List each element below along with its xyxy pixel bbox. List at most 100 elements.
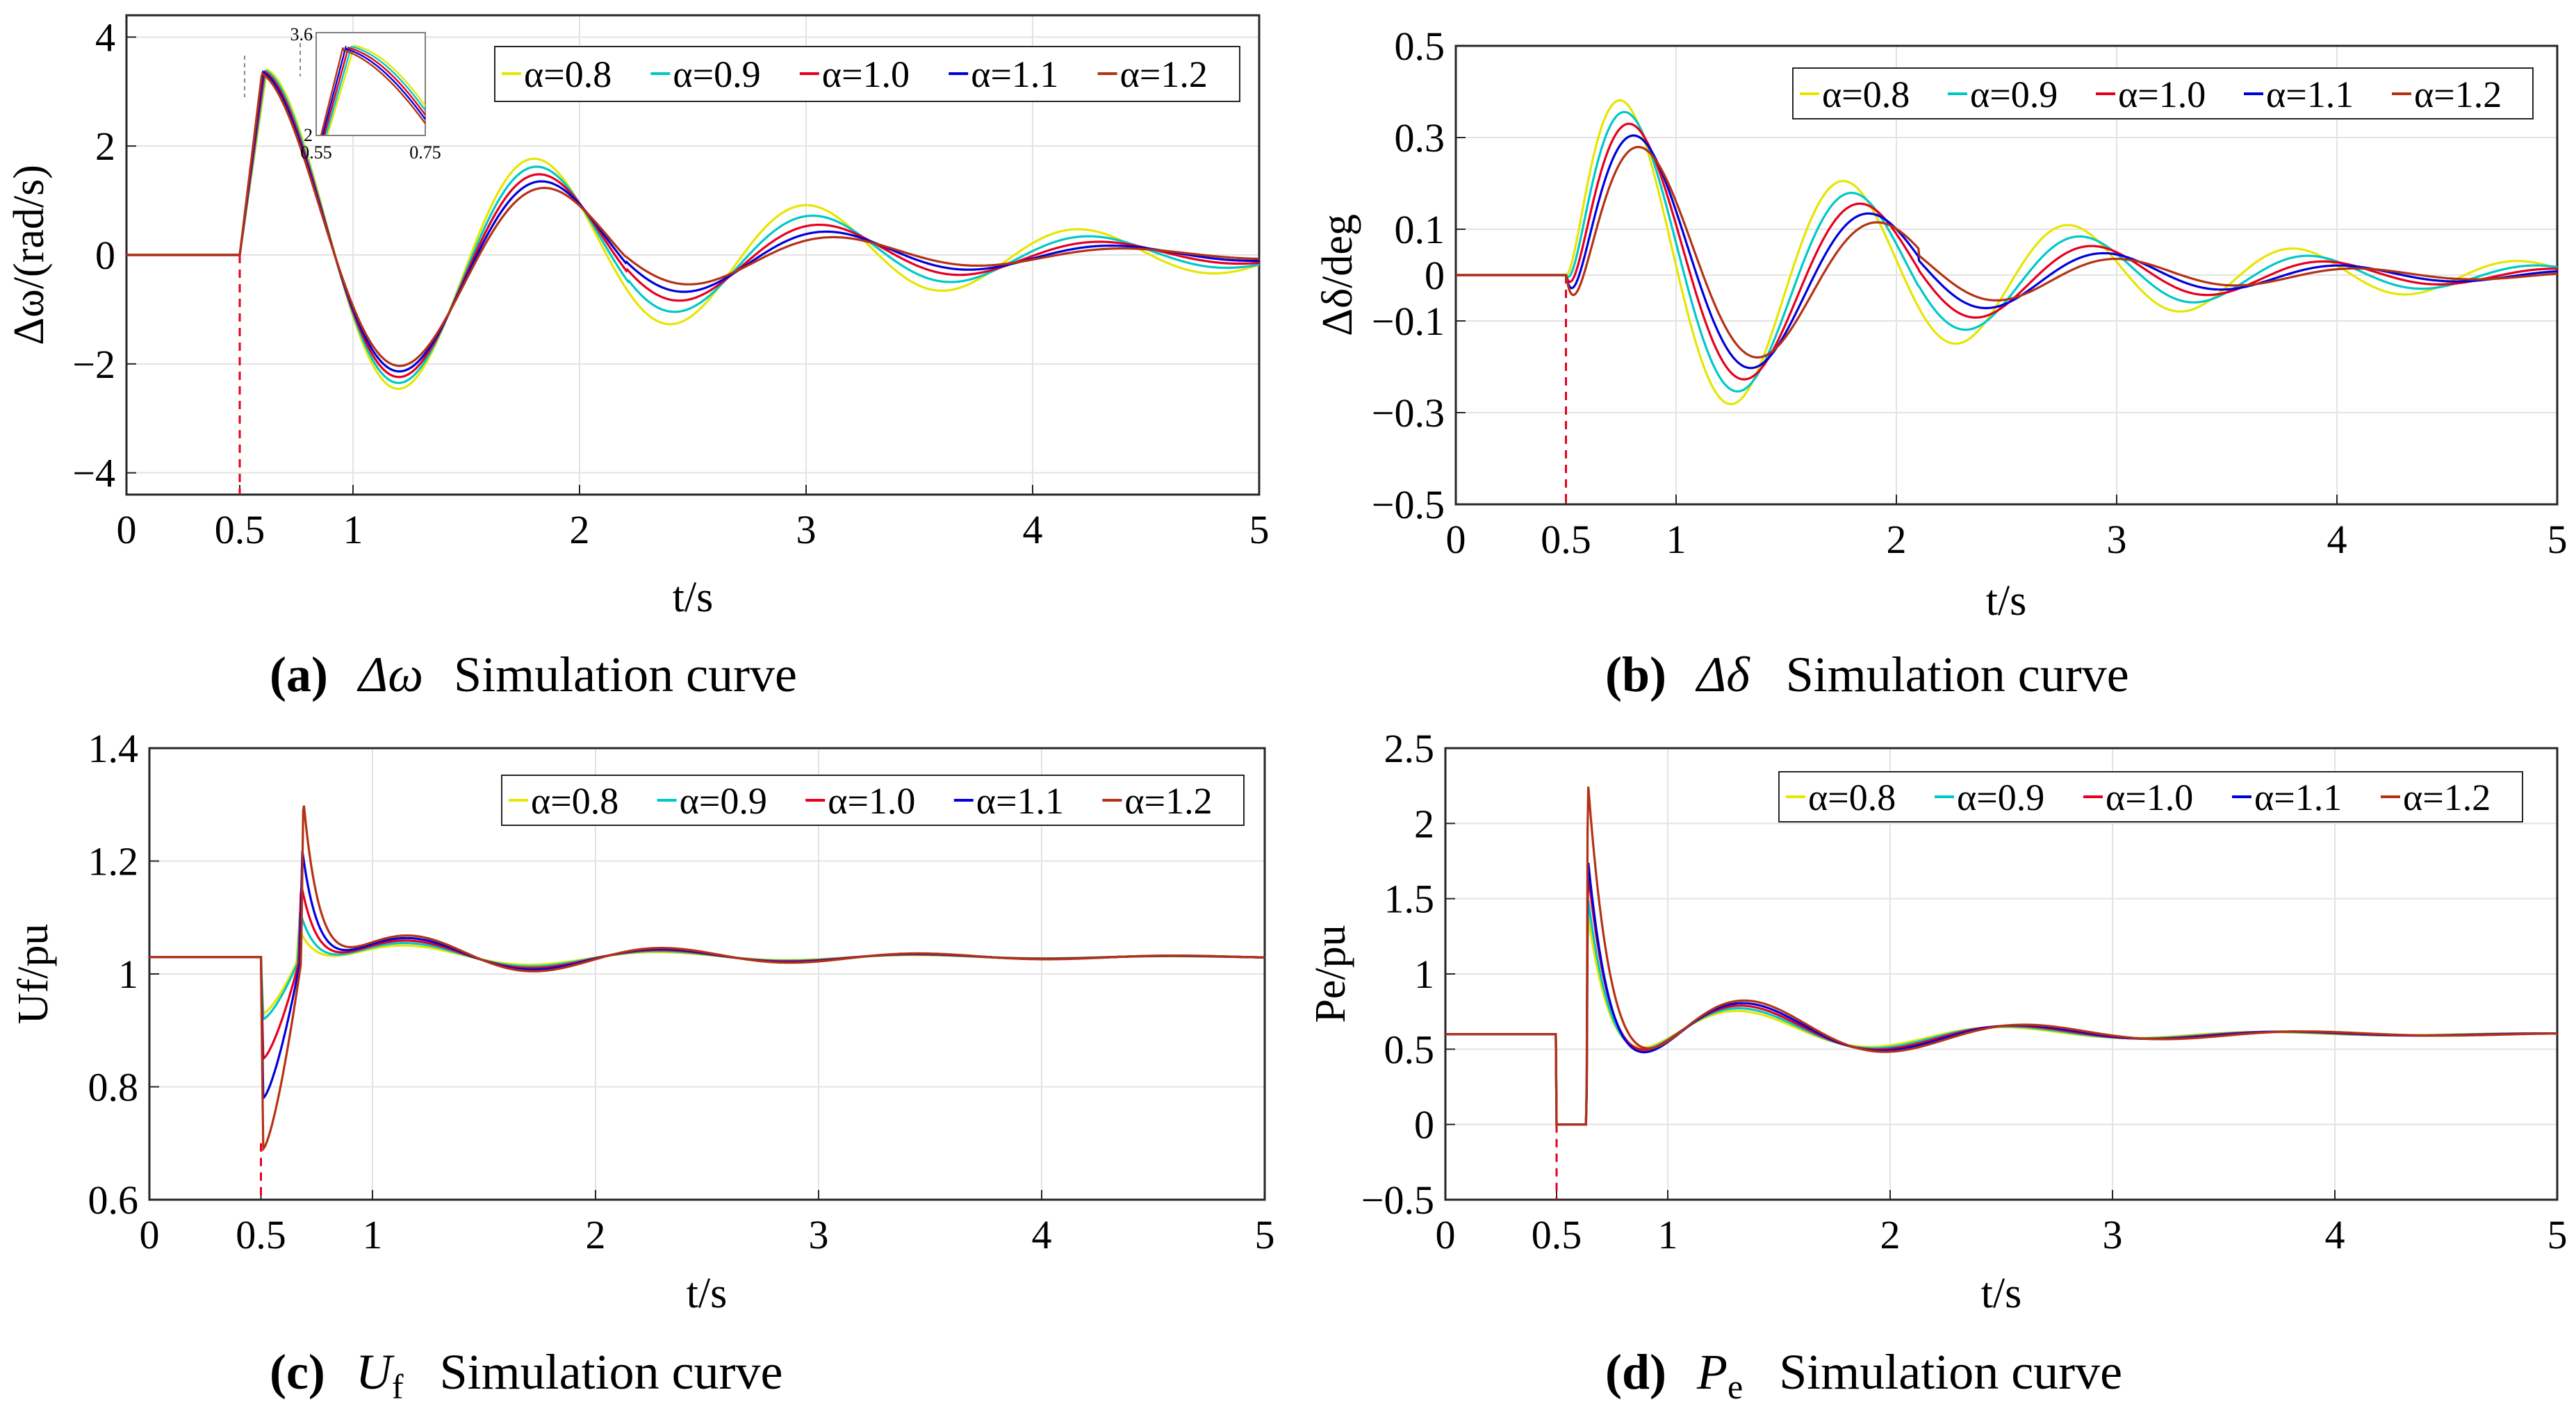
caption: (d) Pe Simulation curve bbox=[1605, 1344, 2122, 1409]
panel-d: 0 0.5 1 2 3 4 5−0.500.511.522.5 t/s Pe/pu α=0.… bbox=[1307, 726, 2568, 1409]
legend-entries: α=0.8 α=0.9 α=1.0 α=1.1 α=1.2 bbox=[509, 780, 1213, 822]
legend-label: α=0.8 bbox=[1822, 74, 1910, 115]
y-tick-label: −0.1 bbox=[1372, 299, 1445, 344]
caption-text: Simulation curve bbox=[1786, 647, 2129, 702]
caption-symbol: Δω bbox=[356, 647, 423, 702]
axis-ticks: 0 0.5 1 2 3 4 5 −4 −2 0 2 4 bbox=[72, 15, 1269, 552]
x-tick-label: 3 bbox=[2107, 517, 2127, 562]
legend-label: α=0.8 bbox=[524, 53, 612, 95]
y-axis-label: Uf/pu bbox=[10, 924, 57, 1025]
inset-line-α=0.8 bbox=[327, 44, 426, 135]
x-tick-label: 0 bbox=[1446, 517, 1466, 562]
axis-ticks: 0 0.5 1 2 3 4 5−0.5−0.3−0.100.10.30.5 bbox=[1372, 24, 2568, 562]
inset-x-label-right: 0.75 bbox=[409, 142, 441, 163]
inset-y-label-bottom: 2 bbox=[304, 125, 313, 145]
x-tick-label: 4 bbox=[2327, 517, 2347, 562]
x-tick-label: 1 bbox=[1666, 517, 1687, 562]
y-axis-label: Δδ/deg bbox=[1314, 214, 1361, 336]
x-tick-label: 4 bbox=[1032, 1212, 1052, 1257]
series-line-α=0.9 bbox=[1456, 110, 2558, 392]
y-tick-label: −4 bbox=[72, 451, 115, 496]
y-tick-label: 0.5 bbox=[1395, 24, 1445, 69]
y-tick-label: 0.6 bbox=[88, 1177, 139, 1223]
x-axis-label: t/s bbox=[687, 1270, 728, 1317]
x-tick-label: 5 bbox=[2548, 1212, 2568, 1257]
x-tick-label: 1 bbox=[343, 507, 363, 552]
y-tick-label: 4 bbox=[95, 15, 115, 60]
legend-label: α=1.1 bbox=[971, 53, 1058, 95]
caption-symbol: Δδ bbox=[1695, 647, 1750, 702]
series-line-α=1.1 bbox=[1445, 862, 2557, 1126]
x-tick-label: 2 bbox=[570, 507, 590, 552]
caption-subscript: f bbox=[392, 1367, 404, 1406]
caption-text: Simulation curve bbox=[1779, 1344, 2122, 1400]
y-tick-label: 2.5 bbox=[1384, 726, 1435, 771]
x-axis-label: t/s bbox=[1981, 1270, 2022, 1317]
y-tick-label: 0.5 bbox=[1384, 1027, 1435, 1072]
series-line-α=1.0 bbox=[1445, 874, 2557, 1126]
legend-label: α=1.1 bbox=[2266, 74, 2354, 115]
x-tick-label: 5 bbox=[2548, 517, 2568, 562]
x-tick-label: 4 bbox=[1023, 507, 1043, 552]
caption-letter: (b) bbox=[1605, 647, 1666, 702]
y-tick-label: 1 bbox=[118, 952, 138, 997]
x-axis-label: t/s bbox=[673, 574, 714, 621]
inset-y-label-top: 3.6 bbox=[290, 24, 313, 44]
inset-line-α=0.9 bbox=[325, 45, 426, 135]
caption: (c) Uf Simulation curve bbox=[270, 1344, 783, 1409]
series-line-α=0.8 bbox=[149, 925, 1265, 1015]
y-tick-label: 1.2 bbox=[88, 839, 139, 884]
x-tick-label: 0.5 bbox=[1532, 1212, 1582, 1257]
y-tick-label: 1 bbox=[1414, 952, 1434, 997]
x-tick-label: 3 bbox=[809, 1212, 829, 1257]
series-line-α=0.8 bbox=[1445, 918, 2557, 1126]
series-group bbox=[149, 805, 1265, 1152]
x-tick-label: 1 bbox=[1658, 1212, 1678, 1257]
legend: α=0.8 α=0.9 α=1.0 α=1.1 α=1.2 bbox=[501, 775, 1245, 826]
caption-letter: (d) bbox=[1605, 1344, 1666, 1400]
panel-c: 0 0.5 1 2 3 4 50.60.811.21.4 t/s Uf/pu α=0.8 α=… bbox=[10, 726, 1275, 1409]
legend-entries: α=0.8 α=0.9 α=1.0 α=1.1 α=1.2 bbox=[1800, 74, 2502, 115]
x-tick-label: 2 bbox=[1880, 1212, 1901, 1257]
legend-label: α=0.9 bbox=[1957, 777, 2044, 818]
x-tick-label: 0 bbox=[117, 507, 137, 552]
inset-line-α=1.1 bbox=[322, 44, 426, 135]
legend-label: α=1.2 bbox=[2403, 777, 2491, 818]
legend-label: α=1.1 bbox=[976, 780, 1064, 822]
x-tick-label: 0.5 bbox=[215, 507, 265, 552]
series-line-α=0.8 bbox=[1456, 99, 2558, 406]
caption-text: Simulation curve bbox=[440, 1344, 783, 1400]
y-tick-label: −0.5 bbox=[1372, 482, 1445, 527]
y-axis-label: Pe/pu bbox=[1307, 925, 1354, 1023]
series-line-α=1.1 bbox=[1456, 134, 2557, 370]
legend-label: α=0.9 bbox=[673, 53, 760, 95]
x-tick-label: 4 bbox=[2325, 1212, 2345, 1257]
axis-ticks: 0 0.5 1 2 3 4 5 0.6 0.8 1 1.2 1.4 bbox=[88, 726, 1275, 1257]
legend-label: α=1.0 bbox=[2118, 74, 2206, 115]
x-tick-label: 0.5 bbox=[236, 1212, 286, 1257]
caption-symbol: U bbox=[356, 1344, 395, 1400]
inset: 3.6 2 0.55 0.75 bbox=[244, 24, 441, 163]
y-tick-label: 0 bbox=[1414, 1102, 1434, 1148]
inset-line-α=1.2 bbox=[320, 47, 426, 135]
inset-line-α=1.0 bbox=[323, 46, 426, 135]
x-tick-label: 0 bbox=[1436, 1212, 1456, 1257]
legend-label: α=1.0 bbox=[822, 53, 910, 95]
caption-subscript: e bbox=[1728, 1367, 1743, 1406]
series-group bbox=[1456, 99, 2558, 406]
caption-letter: (a) bbox=[270, 647, 328, 702]
x-tick-label: 2 bbox=[1887, 517, 1907, 562]
legend-label: α=1.0 bbox=[2106, 777, 2193, 818]
series-group bbox=[1445, 786, 2557, 1126]
legend-entries: α=0.8 α=0.9 α=1.0 α=1.1 α=1.2 bbox=[502, 53, 1208, 95]
legend: α=0.8 α=0.9 α=1.0 α=1.1 α=1.2 bbox=[1778, 771, 2523, 822]
caption-letter: (c) bbox=[270, 1344, 325, 1400]
series-line-α=1.1 bbox=[126, 69, 1259, 373]
series-line-α=1.2 bbox=[126, 72, 1259, 367]
y-tick-label: 0.1 bbox=[1395, 207, 1445, 252]
legend-entries: α=0.8 α=0.9 α=1.0 α=1.1 α=1.2 bbox=[1786, 777, 2491, 818]
caption: (b) Δδ Simulation curve bbox=[1605, 647, 2129, 702]
x-tick-label: 3 bbox=[796, 507, 817, 552]
x-tick-label: 0 bbox=[140, 1212, 160, 1257]
